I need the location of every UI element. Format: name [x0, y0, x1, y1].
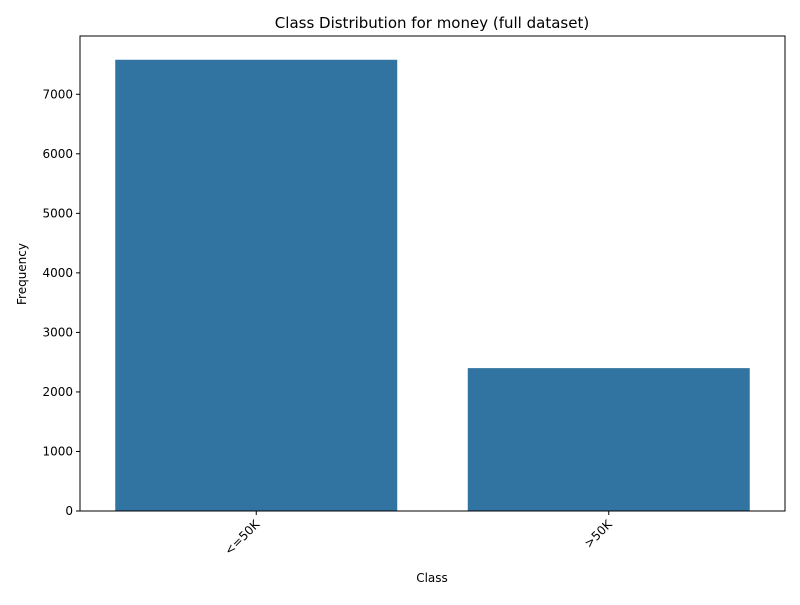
y-tick-label: 2000 — [42, 385, 73, 399]
plot-frame — [79, 35, 786, 512]
y-tick-label: 0 — [65, 504, 73, 518]
y-axis-label: Frequency — [15, 243, 29, 305]
bar-0 — [115, 59, 398, 511]
y-tick-label: 5000 — [42, 206, 73, 220]
y-tick-label: 7000 — [42, 87, 73, 101]
y-axis: 0 1000 2000 3000 4000 5000 6000 7000 — [42, 87, 80, 518]
y-tick-label: 4000 — [42, 266, 73, 280]
bar-1 — [467, 368, 750, 511]
y-tick-label: 6000 — [42, 147, 73, 161]
y-tick-label: 3000 — [42, 325, 73, 339]
bars-layer — [115, 59, 750, 511]
x-axis-label: Class — [416, 571, 448, 585]
chart-title: Class Distribution for money (full datas… — [275, 14, 589, 32]
y-tick-label: 1000 — [42, 444, 73, 458]
axes-layer — [79, 35, 786, 512]
